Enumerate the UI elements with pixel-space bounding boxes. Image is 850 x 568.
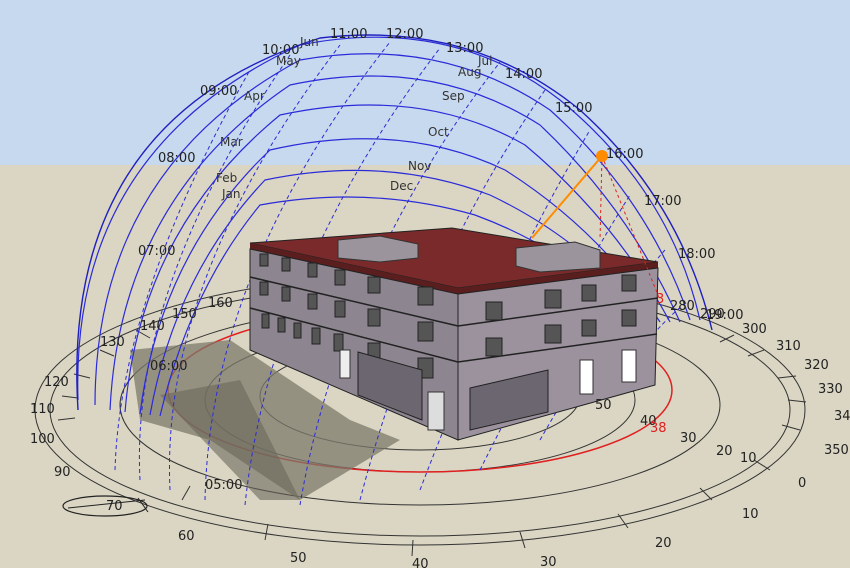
compass-needle-tip <box>137 497 149 513</box>
hour-label: 18:00 <box>678 247 715 262</box>
door-right-1 <box>579 359 594 395</box>
azimuth-label: 160 <box>208 296 233 311</box>
sunpath-dome-outline <box>76 34 713 411</box>
azimuth-label: 130 <box>100 335 125 350</box>
compass-label: 70 <box>106 499 123 514</box>
azimuth-label: 280 <box>670 299 695 314</box>
altitude-labels: 50 40 30 20 10 38 3 <box>595 292 757 466</box>
windows-left <box>259 253 434 379</box>
hour-label: 16:00 <box>606 147 643 162</box>
windows-right <box>485 274 637 357</box>
hour-label: 17:00 <box>644 194 681 209</box>
month-label: May <box>276 54 301 68</box>
building-model[interactable] <box>249 227 659 441</box>
altitude-label: 30 <box>680 431 697 446</box>
month-label: Dec <box>390 179 413 193</box>
hour-label: 08:00 <box>158 151 195 166</box>
azimuth-label: 110 <box>30 402 55 417</box>
sun-drop-line <box>599 155 603 241</box>
month-label: Jul <box>477 54 492 68</box>
door-left-corner <box>427 391 445 431</box>
azimuth-label: 300 <box>742 322 767 337</box>
hour-labels: 05:00 06:00 07:00 08:00 09:00 10:00 11:0… <box>138 27 743 493</box>
hour-label: 14:00 <box>505 67 542 82</box>
roof-edge-front <box>250 243 458 294</box>
compass-ellipse <box>62 495 148 517</box>
azimuth-label: 150 <box>172 307 197 322</box>
hour-label: 19:00 <box>706 308 743 323</box>
sun-drop-line-2 <box>601 155 661 301</box>
hour-label: 15:00 <box>555 101 592 116</box>
month-label: Jan <box>221 187 241 201</box>
azimuth-label: 350 <box>824 443 849 458</box>
azimuth-label: 330 <box>818 382 843 397</box>
azimuth-label: 290 <box>700 307 725 322</box>
building-shadow <box>130 340 400 500</box>
sun-marker[interactable] <box>596 150 608 162</box>
hour-label: 12:00 <box>386 27 423 42</box>
rooftop-unit-right <box>515 241 601 273</box>
month-label: Nov <box>408 159 431 173</box>
storefront-right <box>469 369 549 431</box>
month-label: Jun <box>299 35 319 49</box>
sky <box>0 0 850 165</box>
azimuth-label: 40 <box>412 557 429 568</box>
azimuth-ticks <box>57 329 807 557</box>
month-label: Mar <box>220 135 243 149</box>
month-label: Aug <box>458 65 481 79</box>
rooftop-unit-left <box>337 235 419 263</box>
hour-label: 05:00 <box>205 478 242 493</box>
azimuth-label: 60 <box>178 529 195 544</box>
hour-label: 11:00 <box>330 27 367 42</box>
compass-widget[interactable]: 70 <box>62 495 149 517</box>
sun-altitude-value: 38 <box>650 421 667 436</box>
azimuth-label: 120 <box>44 375 69 390</box>
azimuth-label: 50 <box>290 551 307 566</box>
azimuth-label: 10 <box>742 507 759 522</box>
altitude-label: 50 <box>595 398 612 413</box>
month-label: Apr <box>244 89 265 103</box>
azimuth-label: 140 <box>140 319 165 334</box>
door-left <box>339 349 351 379</box>
roof-edge-right <box>458 262 658 294</box>
azimuth-label: 320 <box>804 358 829 373</box>
month-labels: Jun Jul May Aug Apr Sep Mar Oct Feb Nov … <box>216 35 492 201</box>
hour-label: 10:00 <box>262 43 299 58</box>
azimuth-label: 30 <box>540 555 557 568</box>
storefront-left <box>357 351 423 421</box>
month-label: Feb <box>216 171 237 185</box>
month-label: Oct <box>428 125 449 139</box>
compass-needle <box>67 499 146 509</box>
hour-label: 09:00 <box>200 84 237 99</box>
building-shadow-far <box>160 380 300 500</box>
month-label: Sep <box>442 89 465 103</box>
door-right-2 <box>621 349 637 383</box>
hour-label: 06:00 <box>150 359 187 374</box>
azimuth-label: 90 <box>54 465 71 480</box>
hour-label: 13:00 <box>446 41 483 56</box>
azimuth-label: 340 <box>834 409 850 424</box>
azimuth-label: 20 <box>655 536 672 551</box>
hour-label: 07:00 <box>138 244 175 259</box>
altitude-label: 40 <box>640 414 657 429</box>
sun-azimuth-value: 3 <box>656 292 664 307</box>
azimuth-label: 0 <box>798 476 806 491</box>
sun-ray-line <box>531 155 603 239</box>
azimuth-label: 100 <box>30 432 55 447</box>
azimuth-label: 310 <box>776 339 801 354</box>
altitude-label: 10 <box>740 451 757 466</box>
altitude-label: 20 <box>716 444 733 459</box>
